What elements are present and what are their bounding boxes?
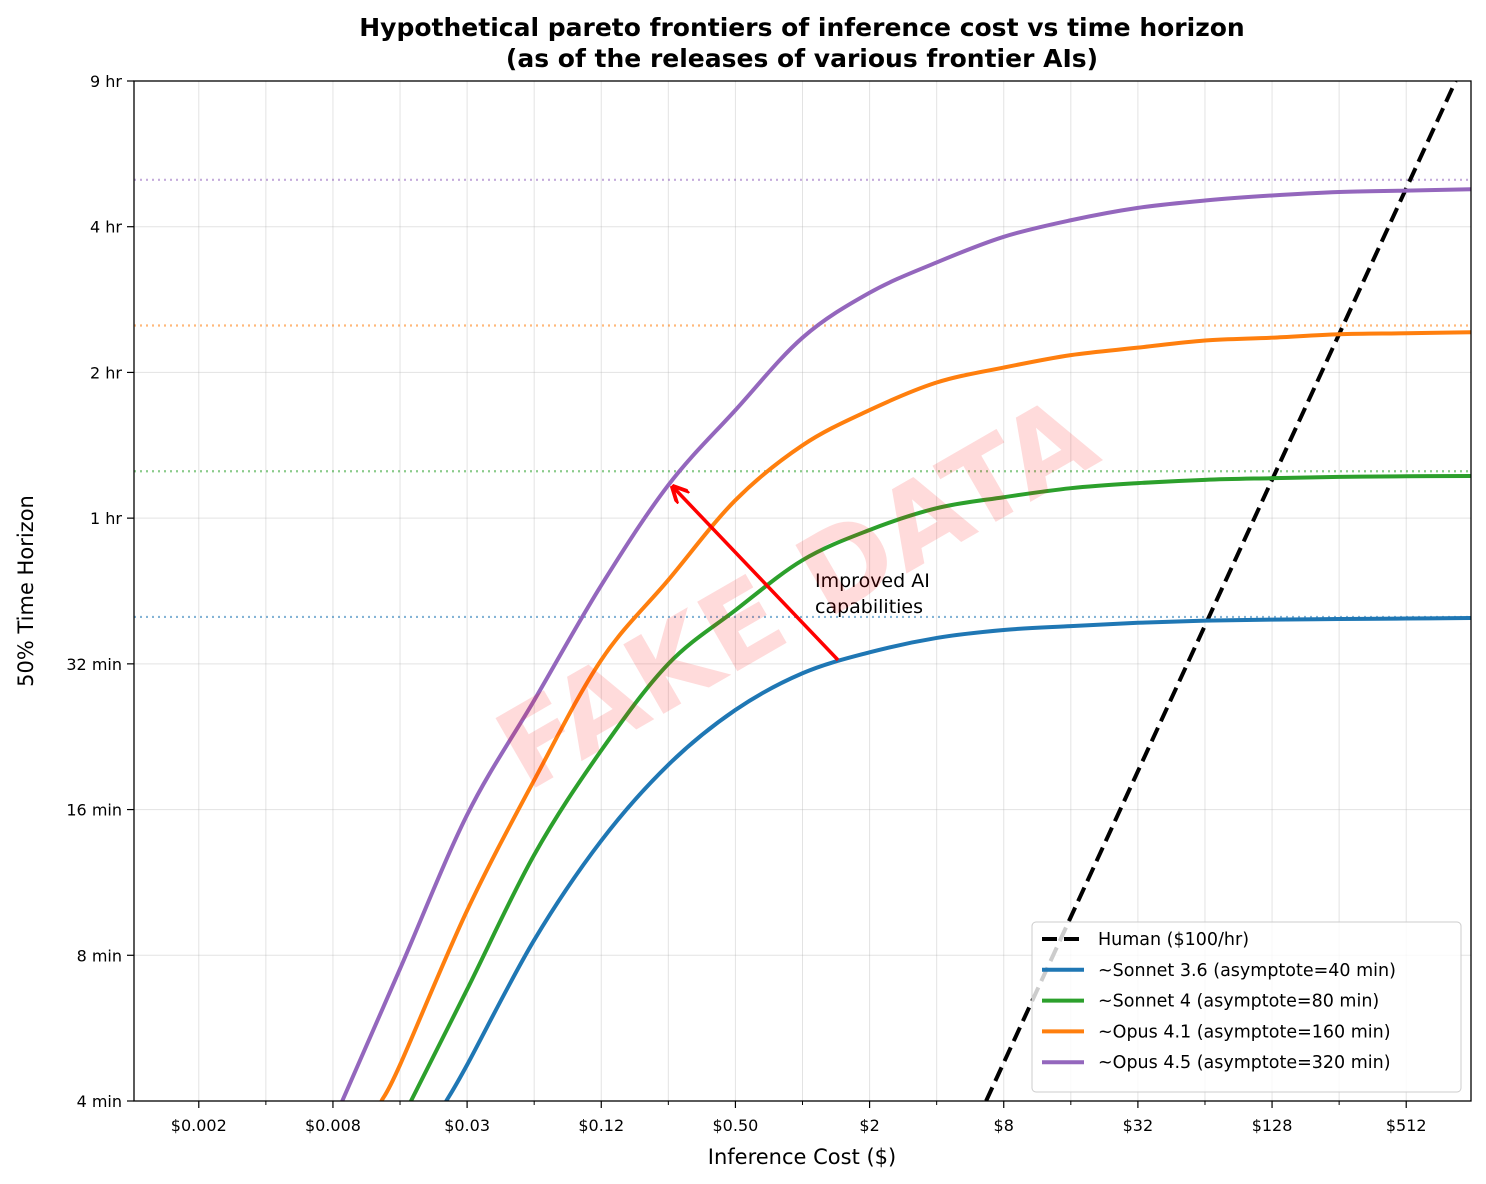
axes: $0.002 $0.008 $0.03 $0.12 $0.50 $2 $8 $32 $128 $5… <box>66 72 1426 1135</box>
chart-subtitle: (as of the releases of various frontier … <box>506 44 1098 73</box>
legend-label: ~Sonnet 3.6 (asymptote=40 min) <box>1098 961 1396 981</box>
frontier-line <box>340 187 1471 1101</box>
y-tick-label: 8 min <box>77 946 122 965</box>
y-tick-label: 9 hr <box>90 72 122 91</box>
y-tick-label: 4 min <box>77 1092 122 1111</box>
frontier-line <box>444 616 1471 1101</box>
legend-label: Human ($100/hr) <box>1098 930 1249 950</box>
plot-area <box>134 81 1471 1101</box>
x-tick-label: $0.12 <box>578 1116 624 1135</box>
chart-title: Hypothetical pareto frontiers of inferen… <box>359 13 1244 42</box>
y-tick-label: 32 min <box>66 655 122 674</box>
x-tick-label: $0.008 <box>305 1116 361 1135</box>
legend-label: ~Opus 4.1 (asymptote=160 min) <box>1098 1022 1391 1042</box>
frontier-line <box>408 474 1471 1101</box>
x-tick-label: $0.50 <box>713 1116 759 1135</box>
annotation-line: capabilities <box>815 596 923 618</box>
y-tick-label: 4 hr <box>90 218 122 237</box>
legend-box <box>1031 921 1462 1093</box>
x-tick-label: $8 <box>994 1116 1014 1135</box>
frontier-line <box>379 330 1471 1101</box>
x-tick-label: $128 <box>1252 1116 1293 1135</box>
x-tick-label: $0.002 <box>171 1116 227 1135</box>
annotation-line: Improved AI <box>815 570 930 592</box>
x-tick-label: $2 <box>859 1116 879 1135</box>
x-tick-label: $0.03 <box>444 1116 490 1135</box>
x-tick-label: $512 <box>1386 1116 1427 1135</box>
y-axis-label: 50% Time Horizon <box>14 495 38 687</box>
x-tick-label: $32 <box>1123 1116 1154 1135</box>
y-tick-label: 1 hr <box>90 509 122 528</box>
legend-label: ~Sonnet 4 (asymptote=80 min) <box>1098 992 1379 1012</box>
x-axis-label: Inference Cost ($) <box>708 1145 896 1169</box>
legend: Human ($100/hr) ~Sonnet 3.6 (asymptote=40… <box>1031 921 1462 1093</box>
y-tick-label: 16 min <box>66 801 122 820</box>
legend-label: ~Opus 4.5 (asymptote=320 min) <box>1098 1053 1391 1073</box>
annotation-arrow <box>674 488 840 662</box>
y-tick-label: 2 hr <box>90 363 122 382</box>
